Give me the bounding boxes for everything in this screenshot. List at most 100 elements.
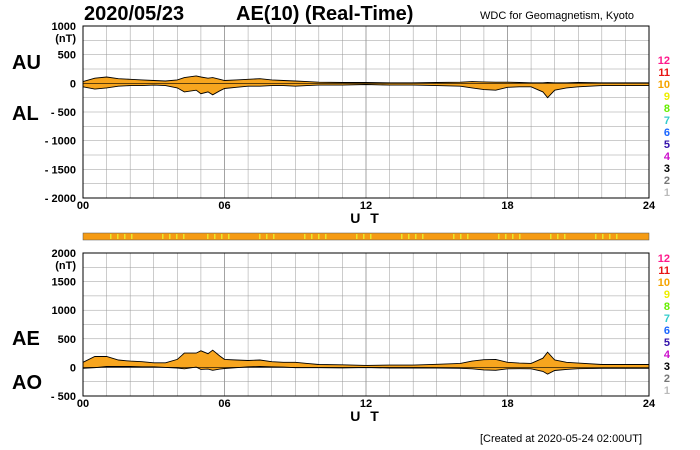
legend-level-label: 3 xyxy=(664,163,670,175)
x-tick-label: 18 xyxy=(501,200,513,212)
status-bar-tick xyxy=(162,234,164,239)
x-tick-label: 24 xyxy=(643,398,656,410)
status-bar-tick xyxy=(266,234,268,239)
y-tick-label: 0 xyxy=(70,362,76,374)
status-bar-tick xyxy=(467,234,469,239)
organization-label: WDC for Geomagnetism, Kyoto xyxy=(480,10,635,22)
legend-level-label: 4 xyxy=(664,349,671,361)
x-axis-label: U T xyxy=(350,408,382,424)
legend-level-label: 5 xyxy=(664,139,670,151)
status-bar-tick xyxy=(408,234,410,239)
y-tick-label: - 1500 xyxy=(45,164,76,176)
legend-level-label: 2 xyxy=(664,175,670,187)
status-bar-tick xyxy=(304,234,306,239)
y-tick-label: - 500 xyxy=(51,107,76,119)
legend-level-label: 12 xyxy=(658,55,670,67)
x-tick-label: 12 xyxy=(360,200,372,212)
au-label: AU xyxy=(12,52,41,74)
x-tick-label: 12 xyxy=(360,398,372,410)
ae-label: AE xyxy=(12,328,40,350)
y-tick-label: 1000 xyxy=(52,305,76,317)
x-tick-label: 00 xyxy=(77,398,89,410)
status-bar-tick xyxy=(550,234,552,239)
status-bar-tick xyxy=(207,234,209,239)
legend-level-label: 11 xyxy=(658,67,670,79)
status-bar-tick xyxy=(176,234,178,239)
au-al-panel: 1000 500 0 - 500 - 1000 - 1500 - 2000 (nT) 00 06 1… xyxy=(45,21,656,226)
y-tick-label: 500 xyxy=(58,50,76,62)
ae-ao-panel: 2000 1500 1000 500 0 - 500 (nT) 00 06 12 18 24 U T xyxy=(51,248,656,424)
y-tick-label: - 2000 xyxy=(45,193,76,205)
status-bar-tick xyxy=(183,234,185,239)
y-tick-label: 1500 xyxy=(52,277,76,289)
legend-level-label: 9 xyxy=(664,91,670,103)
x-tick-label: 06 xyxy=(218,200,230,212)
y-unit-label: (nT) xyxy=(55,260,76,272)
au-line xyxy=(82,75,649,84)
status-bar-tick xyxy=(401,234,403,239)
x-axis-label: U T xyxy=(350,210,382,226)
status-bar-tick xyxy=(117,234,119,239)
data-status-bar xyxy=(82,232,650,241)
legend-level-label: 10 xyxy=(658,79,670,91)
legend-level-label: 10 xyxy=(658,277,670,289)
status-bar-tick xyxy=(370,234,372,239)
legend-level-label: 6 xyxy=(664,127,670,139)
y-tick-label: 0 xyxy=(70,78,76,90)
status-bar-tick xyxy=(221,234,223,239)
x-tick-label: 06 xyxy=(218,398,230,410)
status-bar-tick xyxy=(422,234,424,239)
x-tick-label: 24 xyxy=(643,200,656,212)
y-tick-label: - 1000 xyxy=(45,136,76,148)
status-bar-tick xyxy=(318,234,320,239)
status-bar-tick xyxy=(325,234,327,239)
status-bar-tick xyxy=(131,234,133,239)
y-unit-label: (nT) xyxy=(55,33,76,45)
status-bar-tick xyxy=(512,234,514,239)
legend-level-label: 4 xyxy=(664,151,671,163)
status-bar-tick xyxy=(505,234,507,239)
status-bar-tick xyxy=(609,234,611,239)
plot-frame xyxy=(82,252,650,397)
legend-level-label: 6 xyxy=(664,325,670,337)
status-bar-tick xyxy=(557,234,559,239)
fill-area xyxy=(83,75,649,98)
status-bar-tick xyxy=(124,234,126,239)
legend-level-label: 1 xyxy=(664,187,670,199)
legend-level-label: 7 xyxy=(664,115,670,127)
status-bar-tick xyxy=(356,234,358,239)
status-bar-tick xyxy=(273,234,275,239)
status-bar-tick xyxy=(228,234,230,239)
x-tick-label: 00 xyxy=(77,200,89,212)
y-tick-label: 500 xyxy=(58,334,76,346)
status-bar-tick xyxy=(311,234,313,239)
ae-line xyxy=(82,349,649,366)
status-bar-tick xyxy=(498,234,500,239)
status-bar-tick xyxy=(519,234,521,239)
created-timestamp: [Created at 2020-05-24 02:00UT] xyxy=(480,433,643,445)
legend-level-label: 12 xyxy=(658,253,670,265)
chart-date: 2020/05/23 xyxy=(84,3,185,25)
status-bar-tick xyxy=(415,234,417,239)
y-tick-label: 1000 xyxy=(52,21,76,33)
al-label: AL xyxy=(12,103,39,125)
legend-level-label: 11 xyxy=(658,265,670,277)
status-bar-tick xyxy=(214,234,216,239)
legend-level-label: 1 xyxy=(664,385,670,397)
status-bar-tick xyxy=(453,234,455,239)
status-bar-tick xyxy=(259,234,261,239)
legend-level-label: 3 xyxy=(664,361,670,373)
legend-level-label: 5 xyxy=(664,337,670,349)
plot-frame xyxy=(82,25,650,199)
status-bar-fill xyxy=(82,232,650,241)
status-bar-tick xyxy=(363,234,365,239)
legend-level-label: 8 xyxy=(664,103,670,115)
ao-label: AO xyxy=(12,372,42,394)
al-line xyxy=(82,84,649,99)
status-bar-tick xyxy=(460,234,462,239)
status-bar-tick xyxy=(616,234,618,239)
status-bar-tick xyxy=(110,234,112,239)
y-tick-label: - 500 xyxy=(51,391,76,403)
